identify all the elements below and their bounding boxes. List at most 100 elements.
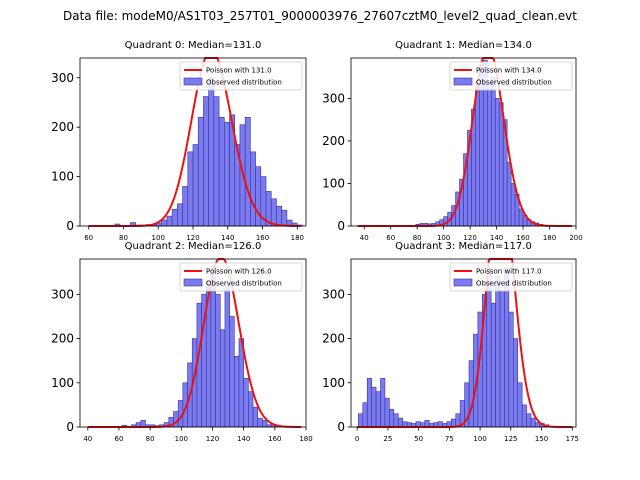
histogram-bar <box>161 219 168 227</box>
x-tick-label: 120 <box>463 234 476 242</box>
legend-box <box>449 262 573 292</box>
legend-box <box>179 61 303 91</box>
histogram-bar <box>504 267 510 428</box>
histogram-bar <box>495 276 501 428</box>
x-tick-label: 75 <box>445 435 454 443</box>
x-tick-label: 100 <box>437 234 450 242</box>
x-tick-label: 100 <box>473 435 486 443</box>
x-tick-label: 40 <box>360 234 369 242</box>
legend-observed-label: Observed distribution <box>206 280 282 288</box>
axes-frame <box>79 258 307 428</box>
histogram-bar <box>384 397 390 428</box>
x-tick-label: 80 <box>146 435 155 443</box>
histogram-bar <box>389 409 395 428</box>
histogram-bar <box>393 413 399 428</box>
x-tick-label: 150 <box>535 435 548 443</box>
histogram-bar <box>255 166 262 227</box>
histogram-bar <box>397 417 403 428</box>
legend-observed-swatch <box>183 278 203 287</box>
y-tick-label: 300 <box>51 71 74 85</box>
legend-observed-label: Observed distribution <box>206 79 282 87</box>
histogram-bar <box>380 378 386 428</box>
panel-title: Quadrant 0: Median=131.0 <box>125 40 262 51</box>
x-tick-label: 80 <box>413 234 422 242</box>
histogram-bar <box>244 116 251 227</box>
x-tick-label: 60 <box>84 234 93 242</box>
histogram-bar <box>517 382 523 428</box>
histogram-bar <box>490 76 496 227</box>
x-tick-label: 180 <box>543 234 556 242</box>
axes-frame <box>350 258 577 428</box>
histogram-bar <box>243 378 249 428</box>
histogram-bar <box>281 209 288 227</box>
histogram-bar <box>530 417 536 428</box>
histogram-bar <box>270 198 277 227</box>
panel-quadrant-2: Quadrant 2: Median=126.0 0 100 200 300 40 60 80… <box>51 241 313 443</box>
histogram-bar <box>468 360 474 428</box>
y-tick-label: 300 <box>322 91 345 105</box>
histogram-bars <box>415 59 548 227</box>
x-tick-label: 60 <box>386 234 395 242</box>
panel-title: Quadrant 3: Median=117.0 <box>395 241 532 252</box>
legend-observed-label: Observed distribution <box>476 280 552 288</box>
panel-quadrant-1: Quadrant 1: Median=134.0 0 100 200 300 40 60 80… <box>322 40 583 242</box>
histogram-bar <box>203 96 209 227</box>
panels: Quadrant 0: Median=131.0 0 100 200 300 60 80 10… <box>51 40 583 443</box>
histogram-bar <box>257 417 263 428</box>
x-tick-label: 140 <box>490 234 503 242</box>
x-tick-label: 100 <box>175 435 188 443</box>
histogram-bar <box>508 311 514 428</box>
histogram-bar <box>177 203 183 227</box>
x-tick-label: 160 <box>268 435 281 443</box>
y-tick-label: 200 <box>322 134 345 148</box>
histogram-bar <box>490 302 496 428</box>
histogram-bar <box>210 267 216 428</box>
histogram-bar <box>358 413 364 428</box>
panel-quadrant-0: Quadrant 0: Median=131.0 0 100 200 300 60 80 10… <box>51 40 307 242</box>
histogram-bar <box>248 391 254 428</box>
histogram-bar <box>192 144 199 227</box>
x-tick-label: 175 <box>566 435 579 443</box>
panel-quadrant-3: Quadrant 3: Median=117.0 0 100 200 300 0 25 50 7… <box>322 241 579 443</box>
x-tick-label: 60 <box>115 435 124 443</box>
legend-poisson-label: Poisson with 126.0 <box>206 268 272 276</box>
histogram-bar <box>276 205 282 227</box>
legend-box <box>179 262 303 292</box>
legend-poisson-label: Poisson with 131.0 <box>206 67 272 75</box>
y-tick-label: 100 <box>322 176 345 190</box>
legend: Poisson with 117.0 Observed distribution <box>449 262 573 292</box>
histogram-bar <box>487 85 492 227</box>
x-tick-label: 40 <box>83 435 92 443</box>
histogram-bar <box>215 294 221 428</box>
histogram-bar <box>234 355 240 428</box>
x-tick-label: 80 <box>119 234 128 242</box>
y-tick-label: 0 <box>337 219 345 233</box>
histogram-bar <box>521 404 527 428</box>
histogram-bar <box>250 151 256 227</box>
legend-poisson-label: Poisson with 134.0 <box>476 67 542 75</box>
histogram-bar <box>187 151 194 227</box>
legend-poisson-label: Poisson with 117.0 <box>476 268 542 276</box>
histogram-bar <box>208 77 215 227</box>
histogram-bar <box>262 420 268 428</box>
histogram-bar <box>166 215 173 227</box>
y-tick-label: 300 <box>322 287 345 301</box>
x-tick-label: 120 <box>186 234 199 242</box>
x-tick-label: 200 <box>569 234 582 242</box>
histogram-bar <box>498 102 504 227</box>
y-tick-label: 200 <box>51 120 74 134</box>
legend: Poisson with 126.0 Observed distribution <box>179 262 303 292</box>
x-tick-label: 160 <box>256 234 269 242</box>
histogram-bars <box>114 77 303 227</box>
legend-observed-swatch <box>183 77 203 86</box>
x-tick-label: 125 <box>504 435 517 443</box>
x-tick-label: 120 <box>206 435 219 443</box>
histogram-bar <box>494 98 500 227</box>
legend-observed-label: Observed distribution <box>476 79 552 87</box>
histogram-bar <box>510 183 516 227</box>
legend-observed-swatch <box>453 278 473 287</box>
x-tick-label: 50 <box>414 435 423 443</box>
histogram-bar <box>366 378 372 428</box>
x-tick-label: 180 <box>291 234 304 242</box>
